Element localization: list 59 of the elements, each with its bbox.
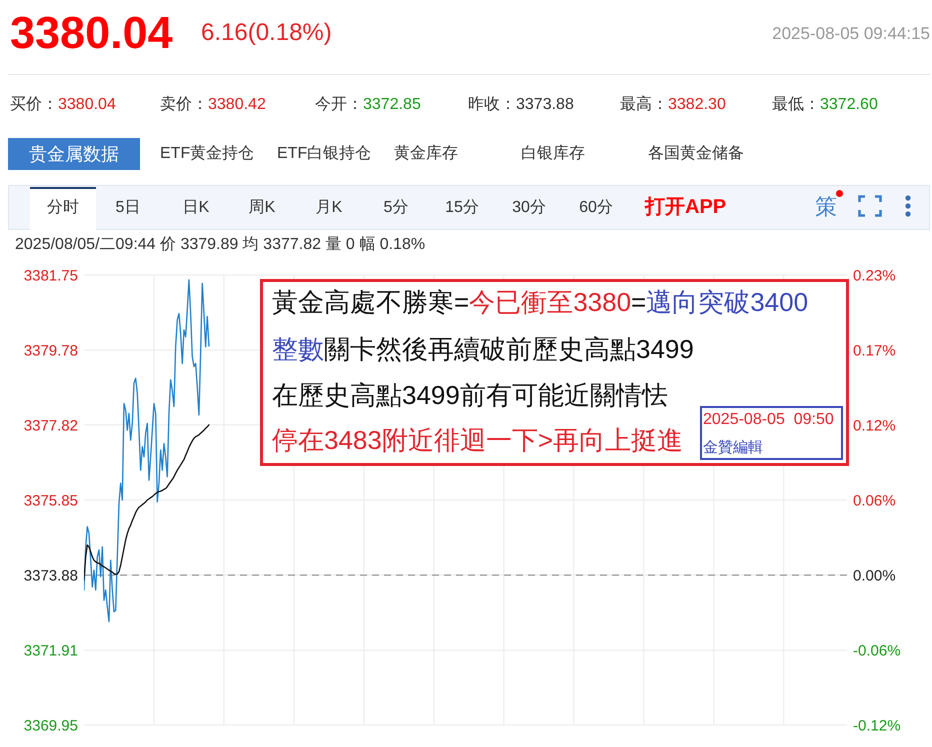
text: 30分 (512, 199, 546, 216)
annotation: 今已衝至3380 (469, 287, 632, 317)
y-tick-label: 3381.75 (24, 267, 78, 284)
annotation: 在歷史高點3499前有可能近關情怯 (272, 380, 668, 410)
text: 昨收： (468, 96, 516, 113)
text: 60分 (579, 199, 613, 216)
text: 分时 (47, 199, 79, 216)
text: 3372.60 (820, 96, 878, 113)
annotation: 邁向突破3400 (646, 287, 808, 317)
text: 3373.88 (516, 96, 574, 113)
line-series (84, 279, 210, 622)
annotation: 金贊編輯 (703, 439, 763, 456)
annotation: 停在3483附近徘迴一下>再向上挺進 (272, 425, 684, 455)
y2-tick-label: 0.12% (853, 417, 896, 434)
text: 买价： (10, 96, 58, 113)
y-tick-label: 3377.82 (24, 417, 78, 434)
annotation: 關卡然後再續破前歷史高點3499 (324, 334, 694, 364)
text: 3380.04 (58, 96, 116, 113)
annotation: 黃金高處不勝寒= (272, 287, 470, 317)
text: 5分 (384, 199, 408, 216)
text: ETF黄金持仓 (160, 145, 254, 162)
annotation: 2025-08-05 09:50 (703, 411, 834, 428)
y2-tick-label: -0.12% (853, 717, 901, 734)
text: 5日 (116, 199, 140, 216)
line-series (84, 424, 210, 581)
text: 2025-08-05 09:44:15 (772, 24, 930, 43)
y-tick-label: 3375.85 (24, 492, 78, 510)
text: 最高： (620, 96, 668, 113)
y-tick-label: 3369.95 (24, 717, 78, 734)
text: 最低： (772, 96, 820, 113)
y-tick-label: 3379.78 (24, 342, 78, 360)
text: 白银库存 (521, 145, 585, 162)
y-tick-label: 3371.91 (24, 642, 78, 660)
text: 6.16(0.18%) (201, 19, 332, 46)
annotation: = (631, 287, 646, 317)
y-tick-label: 3373.88 (24, 568, 78, 585)
text: 2025/08/05/二09:44 价 3379.89 均 3377.82 量 0 幅 0.18% (15, 236, 426, 253)
text: 月K (316, 199, 342, 216)
text: 15分 (445, 199, 479, 216)
text: 黄金库存 (394, 145, 458, 162)
text: 日K (182, 199, 210, 216)
text: 各国黄金储备 (648, 145, 744, 162)
text: 策 (815, 194, 837, 219)
text: 3372.85 (363, 96, 421, 113)
text: 卖价： (160, 96, 208, 113)
y2-tick-label: -0.06% (853, 642, 901, 660)
text: 3380.04 (10, 7, 173, 58)
text: 周K (248, 199, 276, 216)
y2-tick-label: 0.00% (853, 568, 896, 585)
y2-tick-label: 0.23% (853, 267, 896, 284)
text: 3380.42 (208, 96, 266, 113)
annotation: 整數 (272, 334, 324, 364)
y2-tick-label: 0.17% (853, 342, 896, 360)
text: 贵金属数据 (29, 144, 119, 164)
text: 打开APP (645, 196, 726, 218)
y2-tick-label: 0.06% (853, 492, 896, 510)
text: 3382.30 (668, 96, 726, 113)
text: 今开： (315, 96, 363, 113)
text: ETF白银持仓 (277, 145, 372, 162)
